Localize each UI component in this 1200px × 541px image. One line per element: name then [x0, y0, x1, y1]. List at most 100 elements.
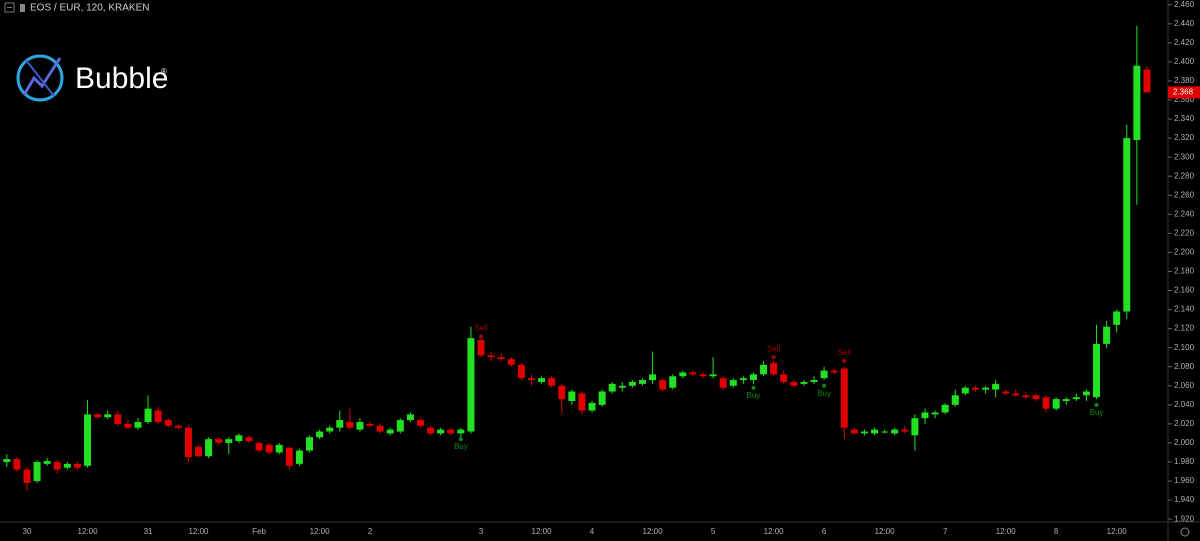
gear[interactable]: [1180, 527, 1190, 537]
candle-body: [568, 391, 576, 402]
candle-body: [467, 338, 475, 432]
chart-title[interactable]: EOS / EUR, 120, KRAKEN: [30, 3, 150, 14]
candle-body: [1002, 391, 1010, 394]
candle-body: [1012, 393, 1020, 396]
x-tick-label: 30: [23, 527, 32, 536]
x-tick-label: 6: [822, 527, 827, 536]
signal-label: Buy: [747, 391, 761, 400]
signal-dot: [751, 385, 756, 390]
x-tick-label: 12:00: [875, 527, 896, 536]
x-tick-label: 8: [1054, 527, 1059, 536]
candle-body: [1032, 395, 1040, 400]
y-tick-label: 2.220: [1174, 228, 1195, 237]
candle-body: [850, 429, 858, 434]
y-tick-label: 2.060: [1174, 381, 1195, 390]
candle-body: [558, 385, 566, 400]
candle-body: [265, 444, 273, 453]
candle-body: [689, 372, 697, 375]
candle-body: [649, 374, 657, 381]
candle-body: [336, 420, 344, 428]
y-tick-label: 2.400: [1174, 57, 1195, 66]
candle-body: [184, 427, 192, 458]
candle-body: [1113, 311, 1121, 325]
settings-icon[interactable]: [1180, 527, 1190, 537]
candle-body: [154, 410, 162, 422]
candle-body: [406, 414, 414, 421]
y-tick-label: 2.340: [1174, 114, 1195, 123]
signal-label: Sell: [767, 344, 781, 353]
candle-body: [951, 395, 959, 405]
candles: [3, 25, 1151, 491]
candle-body: [1093, 343, 1101, 398]
candle-body: [790, 381, 798, 386]
candle-body: [275, 444, 283, 453]
candle-body: [840, 368, 848, 428]
y-tick-label: 2.200: [1174, 248, 1195, 257]
candle-body: [366, 423, 374, 426]
y-tick-label: 2.180: [1174, 267, 1195, 276]
candle-body: [416, 420, 424, 426]
candle-body: [830, 370, 838, 373]
candle-body: [376, 425, 384, 432]
candle-body: [73, 463, 81, 468]
candle-body: [84, 414, 92, 466]
y-tick-label: 2.020: [1174, 419, 1195, 428]
signal-label: Buy: [1090, 408, 1104, 417]
x-tick-label: 7: [943, 527, 948, 536]
y-tick-label: 2.260: [1174, 190, 1195, 199]
signal-dot: [1094, 402, 1099, 407]
candle-body: [598, 391, 606, 405]
y-tick-label: 2.120: [1174, 324, 1195, 333]
y-tick-label: 2.380: [1174, 76, 1195, 85]
candle-body: [104, 414, 112, 418]
candle-body: [719, 378, 727, 388]
x-tick-label: 31: [144, 527, 153, 536]
x-tick-label: 2: [368, 527, 373, 536]
candle-body: [699, 374, 707, 377]
candle-body: [447, 429, 455, 434]
logo: Bubble ®: [16, 54, 168, 102]
candle-body: [174, 425, 182, 428]
candle-body: [760, 364, 768, 375]
logo-stroke: [25, 59, 55, 97]
candle-body: [780, 374, 788, 382]
signal-dot: [479, 334, 484, 339]
candle-body: [497, 357, 505, 360]
candle-body: [891, 429, 899, 434]
candle-body: [43, 461, 51, 464]
candle-body: [285, 447, 293, 466]
x-tick-label: 12:00: [78, 527, 99, 536]
x-tick-label: 3: [479, 527, 484, 536]
candle-body: [961, 387, 969, 394]
candle-body: [13, 459, 21, 470]
candle-body: [800, 381, 808, 384]
signal-label: Buy: [454, 442, 468, 451]
y-tick-label: 2.000: [1174, 438, 1195, 447]
candle-body: [881, 431, 889, 433]
candle-body: [326, 427, 334, 432]
candle-body: [739, 378, 747, 381]
last-price-label: 2.368: [1173, 88, 1194, 97]
candle-body: [94, 414, 102, 418]
x-tick-label: Feb: [252, 527, 266, 536]
collapse-icon[interactable]: [4, 2, 15, 13]
logo-mark: ®: [161, 67, 167, 76]
candle-body: [245, 437, 253, 442]
logo-text: Bubble: [75, 62, 168, 95]
candle-body: [205, 439, 213, 457]
candle-body: [33, 461, 41, 482]
candle-body: [538, 378, 546, 382]
y-tick-label: 2.460: [1174, 0, 1195, 9]
candle-body: [982, 387, 990, 390]
y-tick-label: 2.320: [1174, 133, 1195, 142]
candle-body: [971, 387, 979, 390]
candle-body: [749, 374, 757, 381]
candle-body: [1133, 65, 1141, 141]
x-tick-label: 12:00: [996, 527, 1017, 536]
candle-body: [548, 378, 556, 386]
candle-body: [255, 442, 263, 451]
candle-body: [396, 420, 404, 432]
candle-body: [53, 461, 61, 470]
